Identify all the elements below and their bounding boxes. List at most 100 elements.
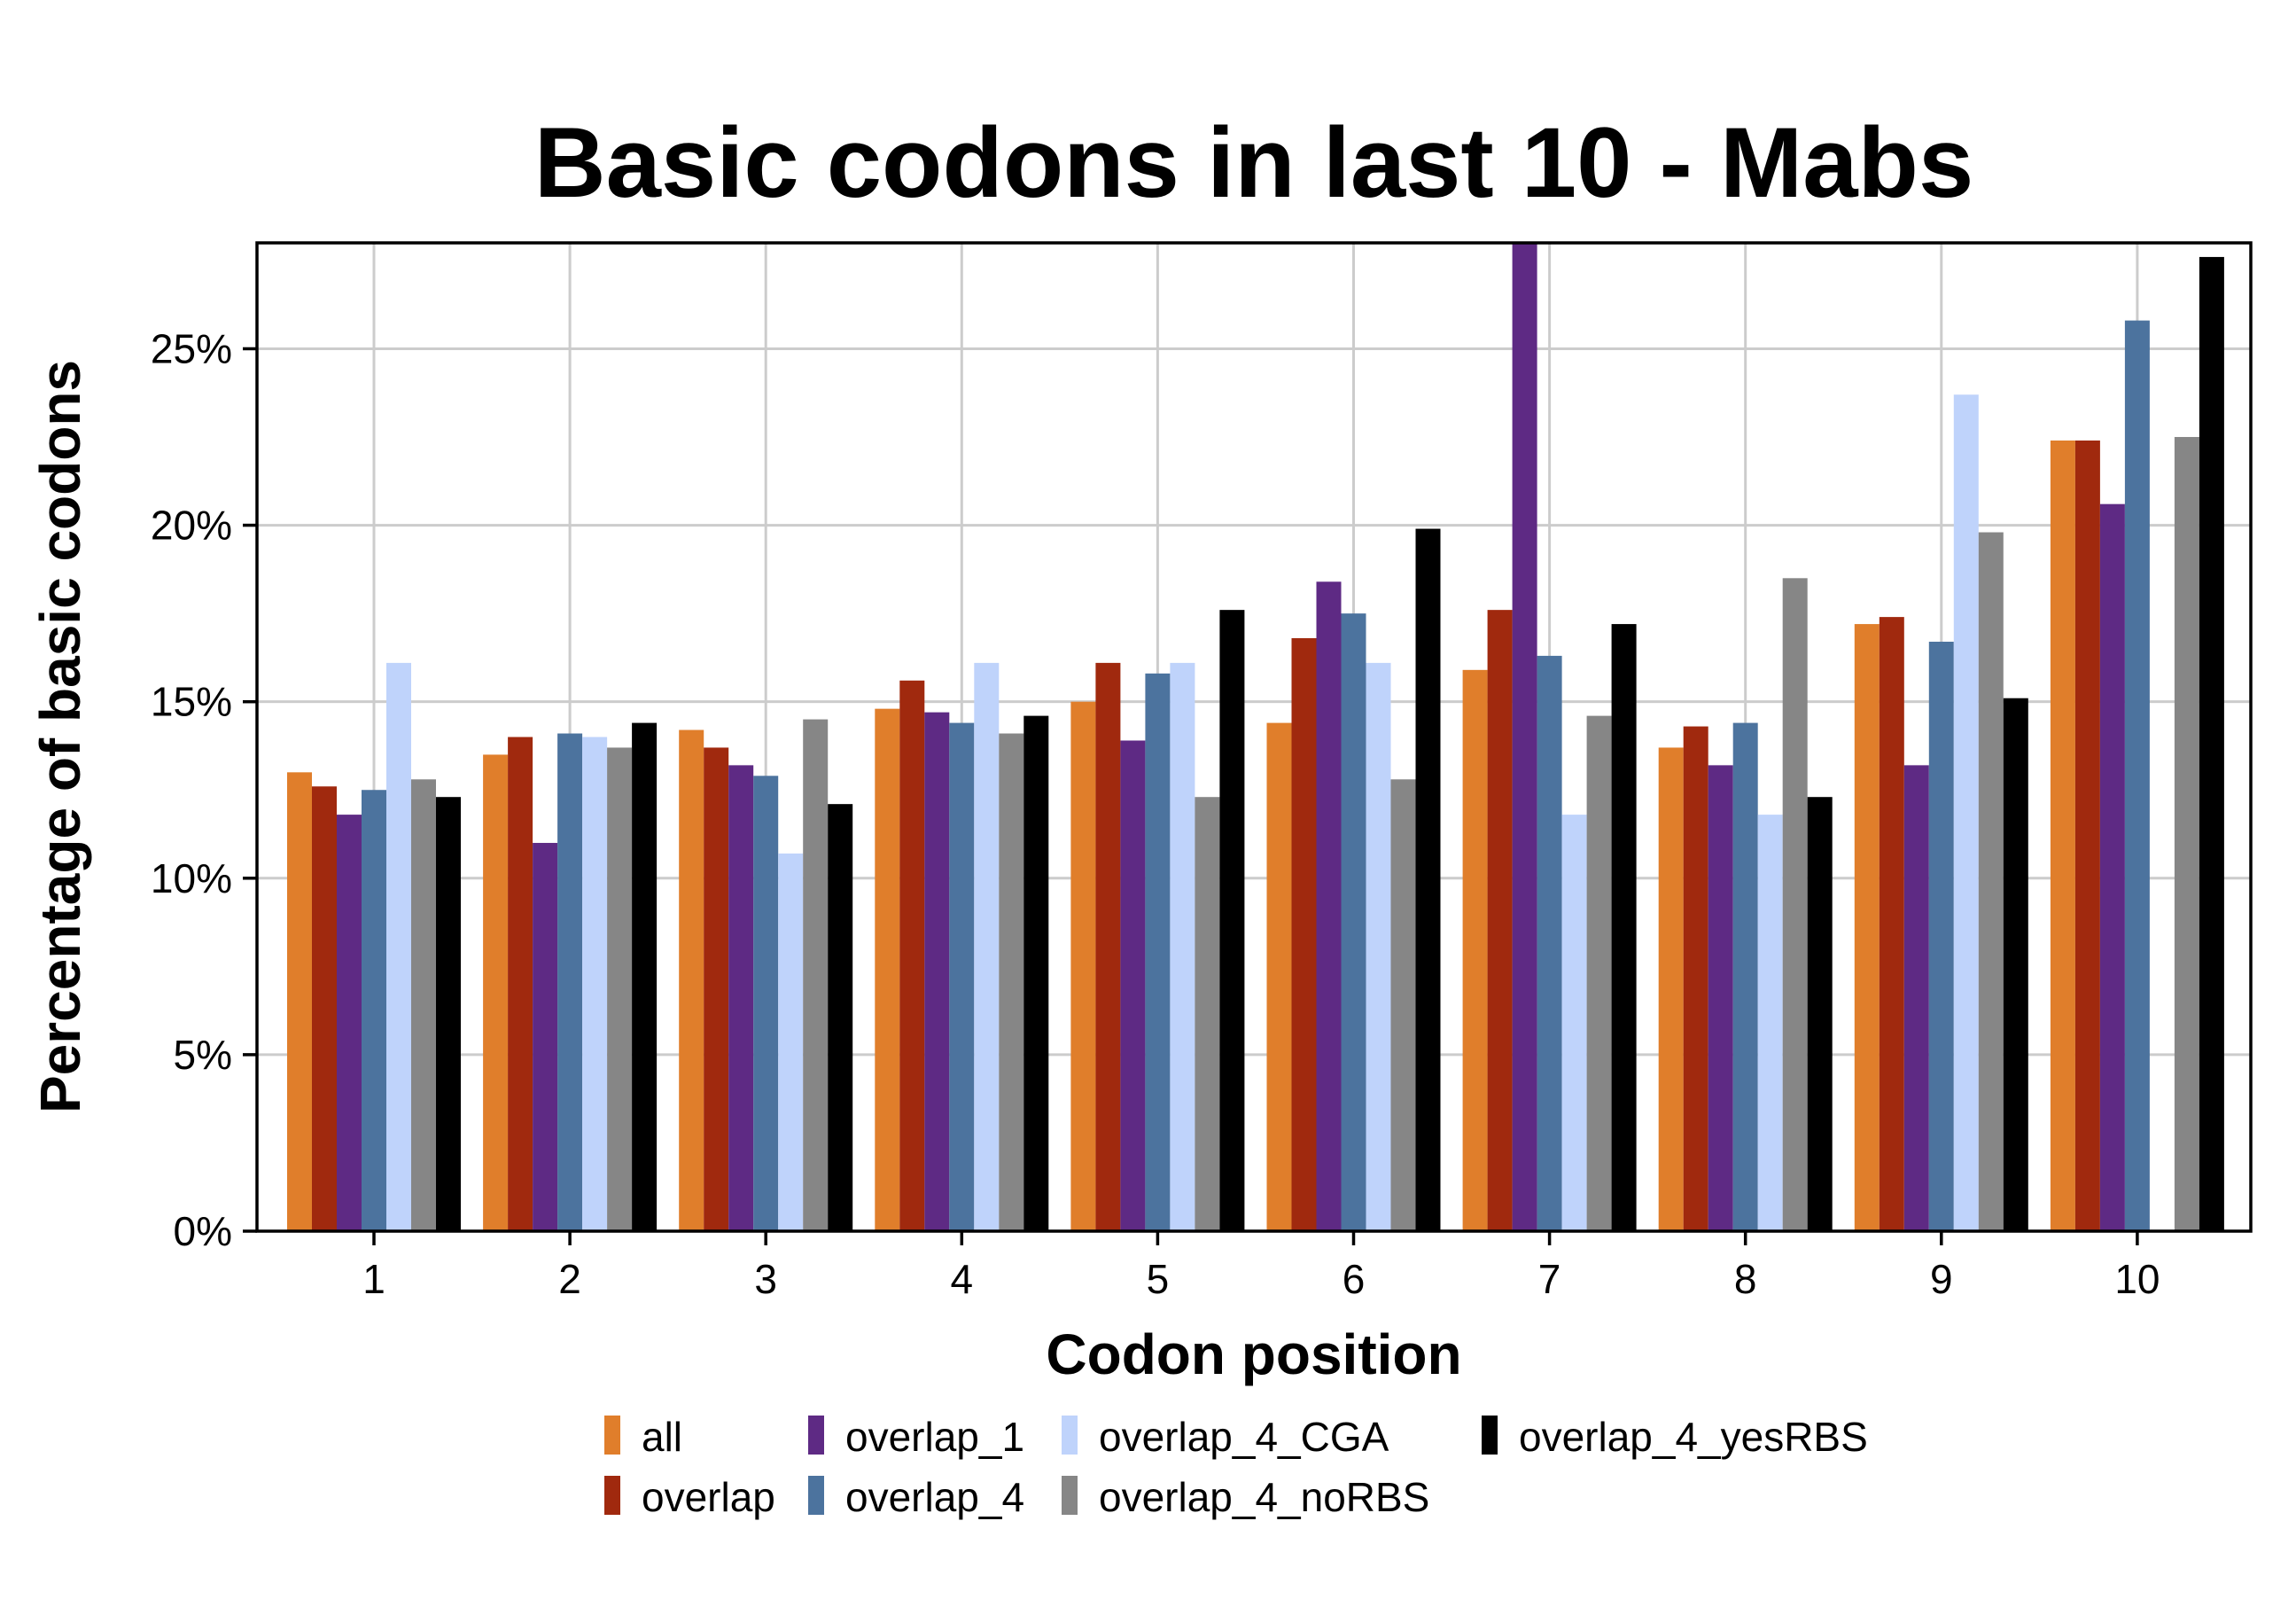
bar <box>1854 624 1880 1231</box>
x-tick-label: 5 <box>1147 1256 1170 1302</box>
y-tick-label: 25% <box>151 325 232 371</box>
bar <box>557 733 583 1231</box>
bar <box>632 722 658 1231</box>
legend-label: overlap_4_yesRBS <box>1519 1414 1868 1460</box>
bar <box>1487 610 1513 1231</box>
bar <box>2003 698 2028 1231</box>
bar <box>436 797 461 1231</box>
bar <box>1928 641 1954 1231</box>
legend-swatch <box>604 1416 620 1455</box>
bar <box>533 842 558 1231</box>
legend-label: overlap_1 <box>845 1414 1024 1460</box>
legend-label: overlap <box>642 1474 775 1520</box>
y-tick-label: 15% <box>151 679 232 725</box>
x-tick-label: 4 <box>951 1256 974 1302</box>
bar <box>1658 747 1684 1231</box>
bar <box>1219 610 1245 1231</box>
x-tick-label: 7 <box>1538 1256 1561 1302</box>
y-tick-label: 5% <box>174 1032 232 1078</box>
bar <box>2124 320 2150 1231</box>
legend-swatch <box>1062 1476 1078 1515</box>
bar <box>679 729 704 1231</box>
bar <box>899 680 925 1231</box>
bar <box>2174 437 2199 1232</box>
bar <box>1953 394 1979 1231</box>
bar <box>2199 256 2224 1231</box>
bar <box>2074 441 2100 1231</box>
legend-label: all <box>642 1414 682 1460</box>
x-tick-label: 3 <box>754 1256 777 1302</box>
axes: 0% 5% 10% 15% 20% 25% 1 2 3 4 5 6 7 8 9 10 <box>151 325 2160 1302</box>
bar <box>1415 528 1441 1231</box>
bar <box>778 853 804 1231</box>
bars <box>287 243 2224 1232</box>
legend-swatch <box>808 1476 824 1515</box>
bar <box>312 786 337 1231</box>
bar <box>1266 722 1292 1231</box>
bar <box>1195 797 1220 1231</box>
bar <box>1341 613 1366 1231</box>
bar <box>411 779 436 1231</box>
bar <box>337 815 362 1231</box>
bar <box>508 737 533 1231</box>
bar <box>753 776 779 1231</box>
bar <box>728 765 754 1231</box>
bar <box>875 708 900 1231</box>
x-tick-label: 6 <box>1343 1256 1366 1302</box>
legend: all overlap overlap_1 overlap_4 overlap_4_CG… <box>604 1414 1868 1520</box>
y-tick-label: 0% <box>174 1208 232 1254</box>
bar <box>1561 815 1587 1231</box>
bar <box>1732 722 1758 1231</box>
bar <box>1462 669 1488 1231</box>
x-tick-label: 1 <box>362 1256 385 1302</box>
x-axis-title: Codon position <box>1046 1322 1461 1386</box>
bar <box>1070 701 1096 1231</box>
bar <box>362 790 386 1231</box>
bar <box>1537 655 1562 1231</box>
plot-frame <box>255 241 2253 1233</box>
bar <box>1316 581 1342 1231</box>
bar <box>1782 578 1808 1231</box>
bar <box>2050 441 2075 1231</box>
bar <box>1611 624 1637 1231</box>
bar <box>924 712 950 1231</box>
y-tick-label: 10% <box>151 855 232 901</box>
legend-swatch <box>808 1416 824 1455</box>
bar <box>828 804 853 1231</box>
x-tick-label: 8 <box>1734 1256 1757 1302</box>
legend-label: overlap_4_noRBS <box>1099 1474 1429 1520</box>
bar <box>974 662 1000 1231</box>
legend-swatch <box>1482 1416 1498 1455</box>
x-tick-label: 10 <box>2114 1256 2160 1302</box>
chart-title: Basic codons in last 10 - Mabs <box>534 107 1974 218</box>
bar <box>1903 765 1929 1231</box>
bar <box>1095 662 1121 1231</box>
bar <box>1145 673 1171 1231</box>
bar <box>1366 662 1391 1231</box>
bar <box>1120 740 1146 1231</box>
bar <box>704 747 729 1231</box>
bar <box>607 747 633 1231</box>
bar <box>1023 715 1049 1231</box>
legend-label: overlap_4_CGA <box>1099 1414 1389 1460</box>
bar <box>1757 815 1783 1231</box>
bar <box>1708 765 1733 1231</box>
x-tick-label: 9 <box>1930 1256 1953 1302</box>
legend-swatch <box>1062 1416 1078 1455</box>
x-tick-label: 2 <box>558 1256 581 1302</box>
bar <box>1978 532 2004 1231</box>
bar <box>949 722 975 1231</box>
bar <box>1879 617 1904 1231</box>
bar <box>1291 638 1317 1231</box>
bar <box>1586 715 1612 1231</box>
y-axis-title: Percentage of basic codons <box>28 360 92 1113</box>
bar <box>803 719 829 1231</box>
bar <box>1512 243 1537 1231</box>
bar <box>386 662 411 1231</box>
bar <box>1683 726 1708 1231</box>
bar <box>2099 503 2125 1231</box>
bar <box>999 733 1024 1231</box>
bar <box>1390 779 1416 1231</box>
legend-label: overlap_4 <box>845 1474 1024 1520</box>
